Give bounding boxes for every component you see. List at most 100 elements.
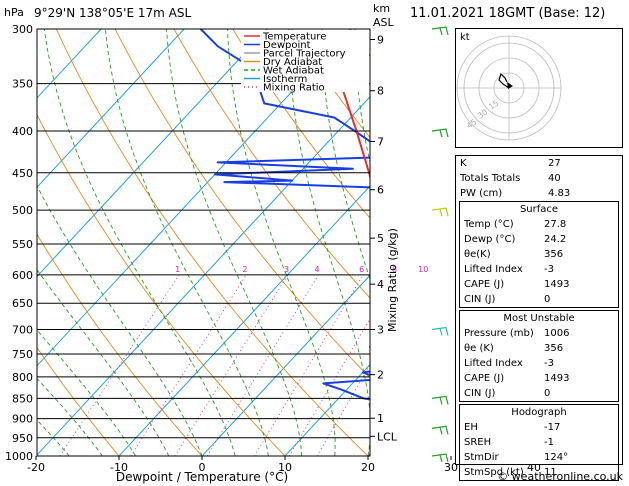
legend-label: Wet Adiabat xyxy=(263,66,324,77)
index-value: 1493 xyxy=(544,279,570,290)
x-tick-label: -10 xyxy=(110,461,128,474)
index-value: 1006 xyxy=(544,328,570,339)
mixing-ratio-label: 10 xyxy=(418,265,428,274)
index-value: -3 xyxy=(544,358,554,369)
index-row: StmDir 124° xyxy=(460,450,618,465)
mixing-ratio-label: 8 xyxy=(392,265,397,274)
pressure-tick-label: 750 xyxy=(12,348,33,361)
index-value: 11 xyxy=(544,467,557,478)
index-row: Totals Totals 40 xyxy=(456,171,622,186)
wind-barb-flag xyxy=(439,328,443,336)
section-title: Most Unstable xyxy=(503,313,575,324)
pressure-tick-label: 550 xyxy=(12,238,33,251)
basic-indices: K 27 Totals Totals 40 PW (cm) 4.83 xyxy=(456,156,622,201)
index-label: K xyxy=(460,158,467,169)
mixing-ratio-line xyxy=(59,274,180,456)
x-tick-label: 0 xyxy=(199,461,206,474)
km-tick-label: 3 xyxy=(377,324,384,337)
isotherm-line xyxy=(37,29,351,367)
index-value: 24.2 xyxy=(544,234,567,245)
index-row: K 27 xyxy=(456,156,622,171)
km-tick-label: 7 xyxy=(377,136,384,149)
section-title: Hodograph xyxy=(511,407,567,418)
index-label: StmSpd (kt) xyxy=(464,467,524,478)
wind-barb xyxy=(431,453,449,463)
index-row: Dewp (°C) 24.2 xyxy=(460,232,618,247)
km-tick-label: 9 xyxy=(377,33,384,46)
wind-barb-flag xyxy=(439,454,443,463)
x-tick-label: 10 xyxy=(278,461,292,474)
mixing-ratio-label: 1 xyxy=(175,265,180,274)
mixing-ratio-axis-label: Mixing Ratio (g/kg) xyxy=(386,228,399,332)
section-title: Surface xyxy=(519,204,559,215)
legend-label: Isotherm xyxy=(263,74,307,85)
km-tick-label: 2 xyxy=(377,369,384,382)
dry-adiabat xyxy=(37,113,286,456)
wind-barb xyxy=(431,326,449,336)
index-value: 356 xyxy=(544,249,564,260)
wind-barb xyxy=(431,425,449,435)
index-row: Pressure (mb) 1006 xyxy=(460,326,618,341)
index-label: StmDir xyxy=(464,452,499,463)
index-row: EH -17 xyxy=(460,420,618,435)
index-row: CAPE (J) 1493 xyxy=(460,277,618,292)
isotherm-line xyxy=(284,363,370,456)
pressure-tick-label: 400 xyxy=(12,125,33,138)
index-value: 40 xyxy=(548,173,561,184)
x-axis-label: Dewpoint / Temperature (°C) xyxy=(116,470,288,484)
index-value: 27 xyxy=(548,158,561,169)
wind-barb-flag xyxy=(439,129,443,138)
dewpoint-line xyxy=(199,29,370,401)
index-value: 356 xyxy=(544,343,564,354)
mixing-ratio-line xyxy=(254,274,364,456)
wind-barb-flag xyxy=(439,27,443,36)
wind-barb xyxy=(431,128,449,138)
index-value: 0 xyxy=(544,388,551,399)
pressure-unit-label: hPa xyxy=(4,6,24,19)
index-row: PW (cm) 4.83 xyxy=(456,186,622,201)
index-label: PW (cm) xyxy=(460,188,503,199)
wet-adiabat xyxy=(104,29,269,456)
footer-copyright: © weatheronline.co.uk xyxy=(497,470,623,483)
index-row: Lifted Index -3 xyxy=(460,262,618,277)
mixing-ratio-line xyxy=(130,274,247,456)
date-title: 11.01.2021 18GMT (Base: 12) xyxy=(410,6,606,21)
pressure-tick-label: 1000 xyxy=(5,450,33,463)
pressure-tick-label: 800 xyxy=(12,371,33,384)
dry-adiabat xyxy=(232,29,370,219)
wind-barb xyxy=(431,395,449,405)
pressure-tick-label: 650 xyxy=(12,297,33,310)
pressure-tick-label: 950 xyxy=(12,432,33,445)
legend-label: Dewpoint xyxy=(263,40,311,51)
wind-barb-flag xyxy=(439,397,443,405)
index-value: 124° xyxy=(544,452,569,463)
pressure-tick-label: 850 xyxy=(12,392,33,405)
mixing-ratio-line xyxy=(288,318,370,456)
index-row: Lifted Index -3 xyxy=(460,356,618,371)
mixing-ratio-line xyxy=(174,274,289,456)
mixing-ratio-label: 2 xyxy=(242,265,247,274)
index-row: CIN (J) 0 xyxy=(460,386,618,401)
dry-adiabat xyxy=(37,346,120,456)
mixing-ratio-label: 6 xyxy=(359,265,364,274)
hodo-storm-marker xyxy=(507,82,513,89)
legend-label: Parcel Trajectory xyxy=(263,49,346,60)
wind-barb xyxy=(431,207,449,217)
dry-adiabat xyxy=(173,29,370,299)
wet-adiabat xyxy=(227,29,336,456)
pressure-tick-label: 350 xyxy=(12,78,33,91)
index-row: θe(K) 356 xyxy=(460,247,618,262)
index-row: CIN (J) 0 xyxy=(460,292,618,307)
wet-adiabat xyxy=(37,419,70,456)
km-tick-label: 5 xyxy=(377,232,384,245)
legend-box xyxy=(241,30,369,92)
index-label: CAPE (J) xyxy=(464,373,505,384)
isotherm-line xyxy=(37,29,268,278)
pressure-tick-label: 600 xyxy=(12,269,33,282)
legend-label: Dry Adiabat xyxy=(263,57,322,68)
hodo-trace xyxy=(498,72,510,89)
pressure-tick-label: 300 xyxy=(12,23,33,36)
wet-adiabat xyxy=(43,29,236,456)
